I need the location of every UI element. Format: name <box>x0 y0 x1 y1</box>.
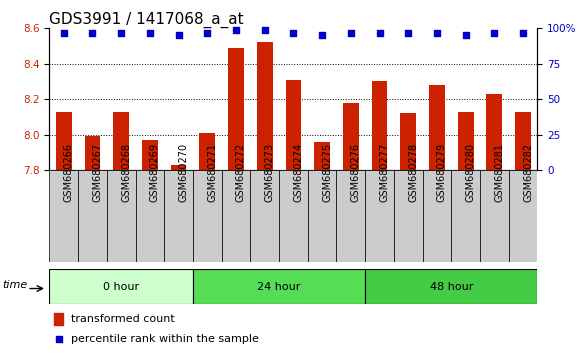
Point <box>55 336 64 341</box>
Text: GSM680282: GSM680282 <box>523 143 533 202</box>
Text: GSM680269: GSM680269 <box>150 143 160 202</box>
Bar <box>107 170 135 262</box>
Text: GSM680273: GSM680273 <box>265 143 275 202</box>
Point <box>432 30 442 35</box>
Text: transformed count: transformed count <box>71 314 175 324</box>
Text: GSM680280: GSM680280 <box>465 143 476 202</box>
Point <box>490 30 499 35</box>
Point <box>145 30 155 35</box>
Bar <box>365 269 537 304</box>
Bar <box>336 170 365 262</box>
Text: GSM680267: GSM680267 <box>92 143 102 202</box>
Point <box>174 33 183 38</box>
Bar <box>365 170 394 262</box>
Bar <box>113 112 129 170</box>
Text: GSM680279: GSM680279 <box>437 143 447 202</box>
Text: GSM680278: GSM680278 <box>408 143 418 202</box>
Point <box>117 30 126 35</box>
Bar <box>193 269 365 304</box>
Bar <box>486 94 502 170</box>
Bar <box>422 170 451 262</box>
Bar <box>54 313 63 325</box>
Text: 24 hour: 24 hour <box>257 282 301 292</box>
Bar <box>221 170 250 262</box>
Bar <box>164 170 193 262</box>
Text: GSM680272: GSM680272 <box>236 143 246 202</box>
Point <box>518 30 528 35</box>
Bar <box>394 170 422 262</box>
Point <box>260 27 270 33</box>
Bar <box>515 112 531 170</box>
Point <box>59 30 69 35</box>
Bar <box>78 170 107 262</box>
Text: 0 hour: 0 hour <box>103 282 139 292</box>
Bar <box>314 142 330 170</box>
Text: GSM680276: GSM680276 <box>351 143 361 202</box>
Bar <box>49 170 78 262</box>
Bar <box>400 113 416 170</box>
Bar <box>142 140 158 170</box>
Bar <box>480 170 509 262</box>
Bar <box>343 103 358 170</box>
Bar <box>279 170 308 262</box>
Bar <box>250 170 279 262</box>
Bar <box>85 136 101 170</box>
Bar <box>135 170 164 262</box>
Text: 48 hour: 48 hour <box>429 282 473 292</box>
Text: GSM680270: GSM680270 <box>178 143 189 202</box>
Text: GSM680277: GSM680277 <box>379 143 389 202</box>
Bar <box>171 165 187 170</box>
Bar <box>56 112 71 170</box>
Point <box>404 30 413 35</box>
Bar <box>285 80 302 170</box>
Text: GSM680274: GSM680274 <box>293 143 303 202</box>
Bar <box>308 170 336 262</box>
Point <box>346 30 356 35</box>
Text: GDS3991 / 1417068_a_at: GDS3991 / 1417068_a_at <box>49 12 244 28</box>
Point <box>461 33 470 38</box>
Text: GSM680281: GSM680281 <box>494 143 504 202</box>
Bar <box>193 170 221 262</box>
Point <box>317 33 327 38</box>
Point <box>231 27 241 33</box>
Point <box>88 30 97 35</box>
Text: time: time <box>2 280 28 290</box>
Point <box>203 30 212 35</box>
Bar <box>372 81 388 170</box>
Bar <box>199 133 215 170</box>
Bar <box>451 170 480 262</box>
Bar <box>458 112 474 170</box>
Text: GSM680268: GSM680268 <box>121 143 131 202</box>
Point <box>375 30 384 35</box>
Bar <box>257 42 272 170</box>
Text: GSM680271: GSM680271 <box>207 143 217 202</box>
Bar <box>429 85 445 170</box>
Point <box>289 30 298 35</box>
Text: percentile rank within the sample: percentile rank within the sample <box>71 333 259 344</box>
Bar <box>228 48 244 170</box>
Bar <box>509 170 537 262</box>
Bar <box>49 269 193 304</box>
Text: GSM680266: GSM680266 <box>64 143 74 202</box>
Text: GSM680275: GSM680275 <box>322 143 332 202</box>
